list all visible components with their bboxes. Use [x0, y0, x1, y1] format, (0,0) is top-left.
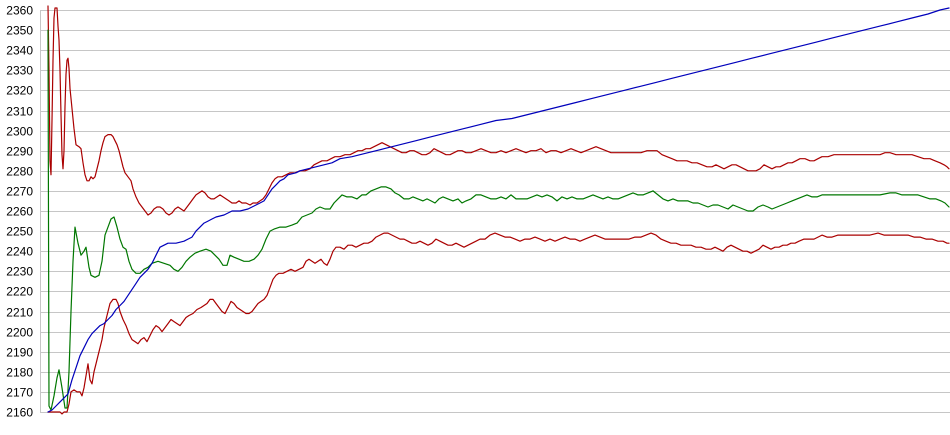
y-axis-tick-label: 2240: [6, 245, 33, 259]
series-group: [47, 5, 950, 415]
y-axis-tick-label: 2270: [6, 185, 33, 199]
gridlines-group: [40, 10, 950, 413]
y-axis-tick-label: 2340: [6, 44, 33, 58]
y-axis-labels-group: 2360 2350 2340 2330 2320 2310 2300 2290 2280 2270…: [6, 4, 33, 420]
y-axis-tick-label: 2160: [6, 406, 33, 420]
y-axis-tick-label: 2230: [6, 265, 33, 279]
y-axis-tick-label: 2360: [6, 4, 33, 18]
y-axis-tick-label: 2170: [6, 386, 33, 400]
y-axis-tick-label: 2220: [6, 285, 33, 299]
series-red-upper-line: [47, 5, 950, 216]
y-axis-tick-label: 2300: [6, 125, 33, 139]
series-blue-line: [47, 7, 950, 413]
y-axis-tick-label: 2280: [6, 165, 33, 179]
y-axis-tick-label: 2350: [6, 24, 33, 38]
y-axis-tick-label: 2210: [6, 306, 33, 320]
y-axis-tick-label: 2260: [6, 205, 33, 219]
y-axis-tick-label: 2330: [6, 64, 33, 78]
series-red-lower-line: [47, 232, 950, 415]
y-axis-tick-label: 2190: [6, 346, 33, 360]
series-green-middle-line: [47, 29, 950, 411]
y-axis-tick-label: 2310: [6, 105, 33, 119]
y-axis-tick-label: 2320: [6, 84, 33, 98]
y-axis-tick-label: 2180: [6, 366, 33, 380]
y-axis-tick-label: 2200: [6, 326, 33, 340]
y-axis-tick-label: 2250: [6, 225, 33, 239]
y-axis-tick-label: 2290: [6, 145, 33, 159]
